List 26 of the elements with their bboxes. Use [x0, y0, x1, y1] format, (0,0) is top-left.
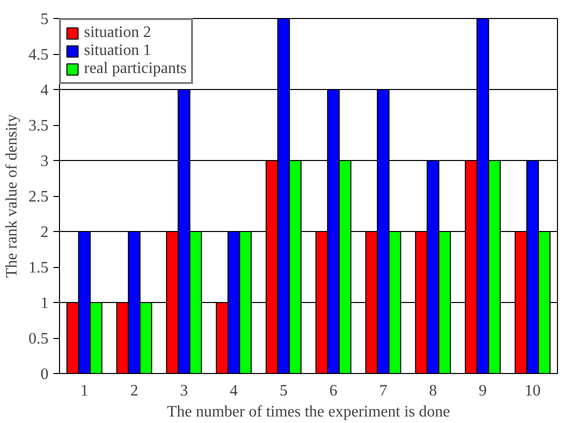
- x-tick-label: 9: [478, 382, 487, 400]
- x-tick-label: 7: [379, 382, 388, 400]
- x-tick-label: 2: [130, 382, 138, 400]
- legend-label: real participants: [84, 60, 187, 78]
- x-tick-label: 5: [280, 382, 288, 400]
- y-tick-label: 1: [40, 295, 48, 312]
- y-tick-label: 2: [40, 224, 48, 241]
- y-tick-label: 0.5: [28, 330, 48, 348]
- x-tick-label: 1: [80, 382, 88, 400]
- y-tick-label: 5: [40, 11, 48, 28]
- x-axis-title: The number of times the experiment is done: [166, 404, 450, 420]
- y-tick-label: 4.5: [28, 46, 48, 64]
- y-axis-title: The rank value of density: [4, 114, 20, 278]
- y-tick-label: 3.5: [28, 118, 48, 134]
- x-tick-label: 8: [429, 382, 437, 400]
- y-tick-label: 0: [40, 366, 48, 383]
- y-tick-label: 3: [40, 153, 48, 170]
- legend-label: situation 1: [84, 42, 152, 60]
- x-tick-label: 10: [524, 382, 541, 400]
- x-tick-label: 4: [230, 382, 238, 400]
- y-tick-label: 4: [40, 82, 48, 99]
- legend-label: situation 2: [84, 24, 152, 42]
- x-tick-label: 6: [329, 382, 338, 400]
- y-tick-label: 1.5: [28, 260, 48, 276]
- x-tick-label: 3: [180, 382, 188, 400]
- y-tick-label: 2.5: [28, 188, 48, 206]
